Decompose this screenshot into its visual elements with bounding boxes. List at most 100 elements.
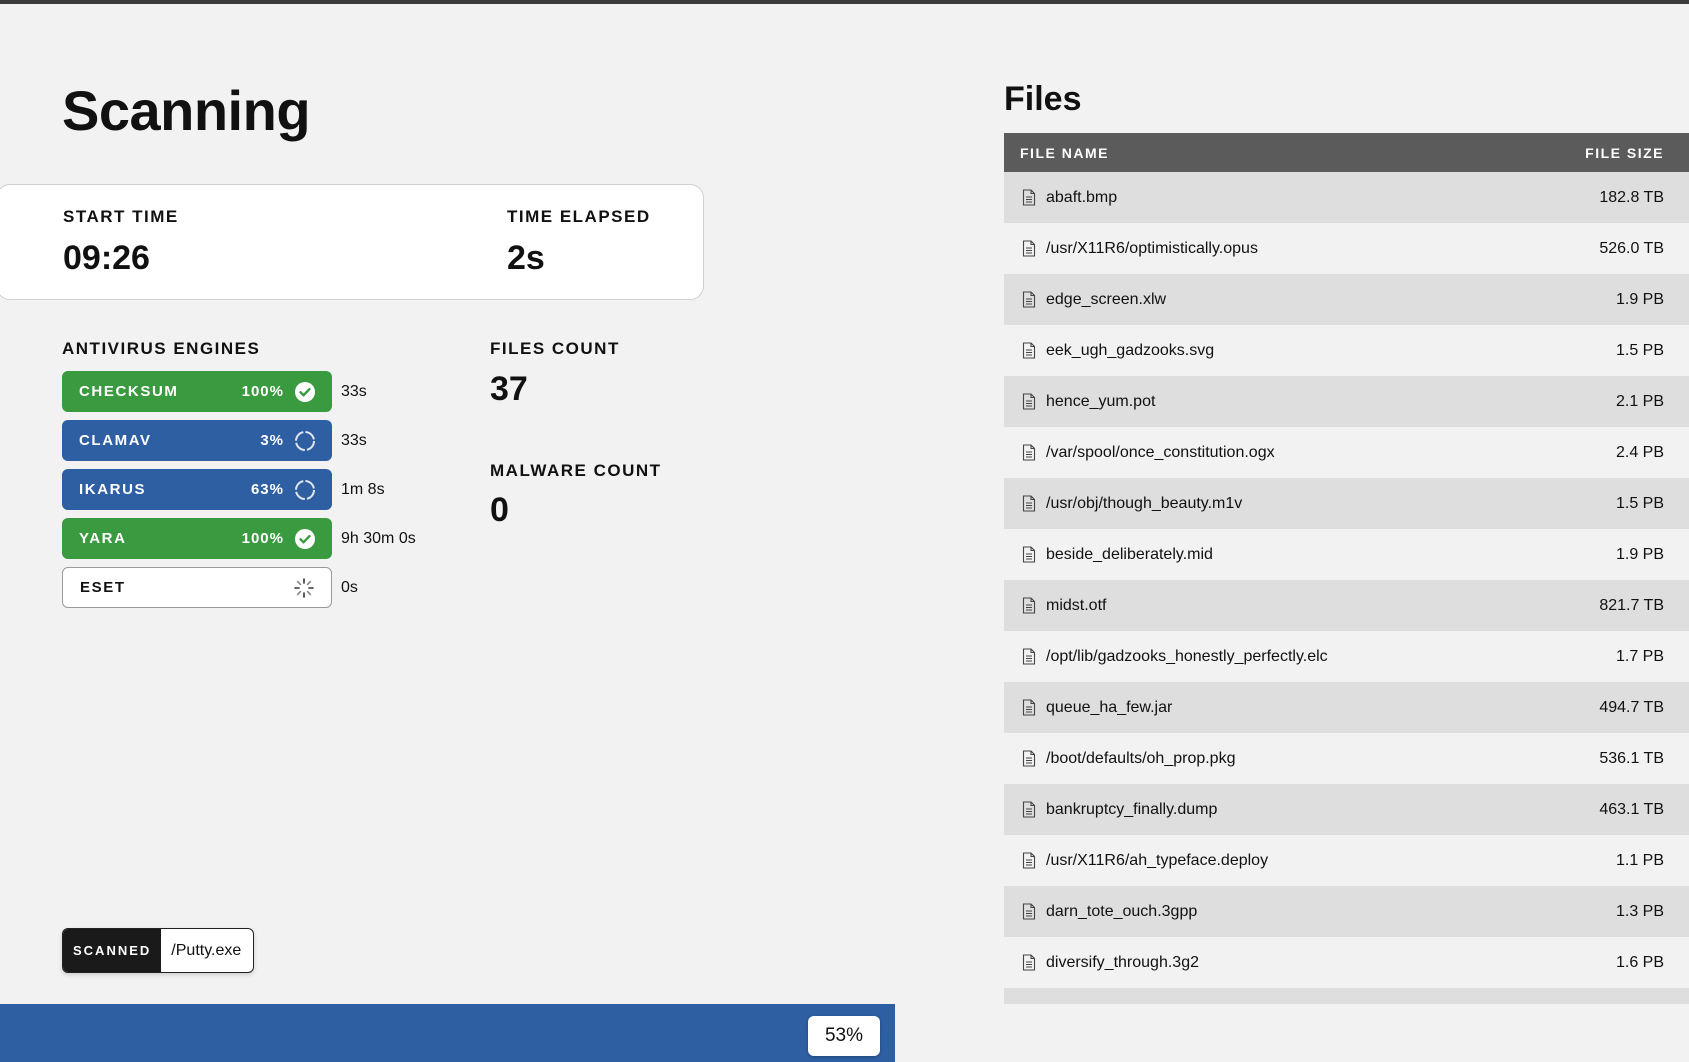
file-size: 182.8 TB	[1599, 188, 1664, 206]
engine-row-clamav: CLAMAV 3% 33s	[62, 420, 416, 461]
engine-row-eset: ESET 0s	[62, 567, 416, 608]
engine-duration: 0s	[341, 578, 358, 596]
col-file-name[interactable]: FILE NAME	[1020, 144, 1109, 161]
file-size: 1.9 PB	[1615, 290, 1664, 308]
file-size: 2.1 PB	[1615, 392, 1664, 410]
file-size: 2.4 PB	[1615, 443, 1664, 461]
table-row[interactable]: /var/spool/once_constitution.ogx 2.4 PB	[1004, 427, 1689, 478]
engine-percent: 100%	[241, 530, 284, 547]
engine-row-yara: YARA 100% 9h 30m 0s	[62, 518, 416, 559]
file-name: edge_screen.xlw	[1046, 290, 1167, 308]
file-name: /var/spool/once_constitution.ogx	[1046, 443, 1275, 461]
file-icon	[1022, 954, 1036, 971]
table-row[interactable]: darn_tote_ouch.3gpp 1.3 PB	[1004, 886, 1689, 937]
time-elapsed-label: TIME ELAPSED	[507, 207, 651, 226]
scanned-tag: SCANNED	[63, 929, 162, 972]
table-row[interactable]: beside_deliberately.mid 1.9 PB	[1004, 529, 1689, 580]
table-row[interactable]: /usr/obj/though_beauty.m1v 1.5 PB	[1004, 478, 1689, 529]
overall-progress-bar: 53%	[0, 1004, 896, 1062]
file-icon	[1022, 291, 1036, 308]
file-size: 1.5 PB	[1615, 494, 1664, 512]
page-title: Scanning	[62, 79, 311, 142]
file-size: 526.0 TB	[1599, 239, 1664, 257]
file-size: 1.3 PB	[1615, 902, 1664, 920]
file-size: 1.9 PB	[1615, 545, 1664, 563]
file-name: eek_ugh_gadzooks.svg	[1046, 341, 1215, 359]
engine-badge[interactable]: YARA 100%	[62, 518, 332, 559]
file-name: queue_ha_few.jar	[1046, 698, 1173, 716]
progress-fill	[0, 1004, 896, 1062]
start-time-value: 09:26	[63, 239, 150, 277]
engine-badge[interactable]: IKARUS 63%	[62, 469, 332, 510]
file-name: /boot/defaults/oh_prop.pkg	[1046, 749, 1236, 767]
engine-duration: 9h 30m 0s	[341, 529, 416, 547]
table-row[interactable]: /usr/X11R6/ah_typeface.deploy 1.1 PB	[1004, 835, 1689, 886]
table-row[interactable]: bankruptcy_finally.dump 463.1 TB	[1004, 784, 1689, 835]
progress-ring-icon	[294, 479, 316, 501]
file-icon	[1022, 342, 1036, 359]
engine-name: CHECKSUM	[79, 383, 179, 400]
file-icon	[1022, 393, 1036, 410]
table-row[interactable]: /boot/defaults/oh_prop.pkg 536.1 TB	[1004, 733, 1689, 784]
file-size: 1.7 PB	[1615, 647, 1664, 665]
engine-duration: 33s	[341, 382, 367, 400]
files-table: FILE NAME FILE SIZE abaft.bmp 182.8 TB/us…	[1004, 133, 1689, 1004]
progress-percent: 53%	[808, 1016, 880, 1056]
malware-count-value: 0	[490, 491, 509, 529]
scanned-file-indicator: SCANNED /Putty.exe	[62, 928, 255, 973]
table-row[interactable]: abaft.bmp 182.8 TB	[1004, 172, 1689, 223]
start-time-label: START TIME	[63, 207, 179, 226]
file-name: /usr/obj/though_beauty.m1v	[1046, 494, 1243, 512]
table-row[interactable]: /usr/X11R6/optimistically.opus 526.0 TB	[1004, 223, 1689, 274]
engine-percent: 3%	[260, 432, 284, 449]
file-name: darn_tote_ouch.3gpp	[1046, 902, 1198, 920]
files-title: Files	[1004, 80, 1082, 118]
table-row[interactable]: diversify_through.3g2 1.6 PB	[1004, 937, 1689, 988]
file-icon	[1022, 444, 1036, 461]
check-icon	[294, 381, 316, 403]
file-icon	[1022, 903, 1036, 920]
check-icon	[294, 528, 316, 550]
file-name: /usr/X11R6/ah_typeface.deploy	[1046, 851, 1269, 869]
engine-name: YARA	[79, 530, 127, 547]
files-count-label: FILES COUNT	[490, 339, 620, 358]
engine-name: IKARUS	[79, 481, 147, 498]
file-size: 536.1 TB	[1599, 749, 1664, 767]
table-row[interactable]: hence_yum.pot 2.1 PB	[1004, 376, 1689, 427]
file-name: hence_yum.pot	[1046, 392, 1156, 410]
file-size: 1.6 PB	[1615, 953, 1664, 971]
table-row[interactable]: midst.otf 821.7 TB	[1004, 580, 1689, 631]
engine-row-checksum: CHECKSUM 100% 33s	[62, 371, 416, 412]
file-name: diversify_through.3g2	[1046, 953, 1199, 971]
col-file-size[interactable]: FILE SIZE	[1585, 144, 1664, 161]
files-count-value: 37	[490, 370, 528, 408]
malware-count-label: MALWARE COUNT	[490, 461, 662, 480]
file-size: 1.1 PB	[1615, 851, 1664, 869]
time-elapsed-value: 2s	[507, 239, 545, 277]
file-icon	[1022, 699, 1036, 716]
files-table-body: abaft.bmp 182.8 TB/usr/X11R6/optimistical…	[1004, 172, 1689, 988]
file-size: 494.7 TB	[1599, 698, 1664, 716]
file-name: /opt/lib/gadzooks_honestly_perfectly.elc	[1046, 647, 1328, 665]
file-icon	[1022, 240, 1036, 257]
engine-badge[interactable]: CHECKSUM 100%	[62, 371, 332, 412]
file-icon	[1022, 597, 1036, 614]
table-row[interactable]: edge_screen.xlw 1.9 PB	[1004, 274, 1689, 325]
spinner-icon	[293, 577, 315, 599]
file-icon	[1022, 648, 1036, 665]
engine-row-ikarus: IKARUS 63% 1m 8s	[62, 469, 416, 510]
file-icon	[1022, 852, 1036, 869]
file-icon	[1022, 189, 1036, 206]
file-size: 1.5 PB	[1615, 341, 1664, 359]
table-row[interactable]: eek_ugh_gadzooks.svg 1.5 PB	[1004, 325, 1689, 376]
table-row[interactable]: queue_ha_few.jar 494.7 TB	[1004, 682, 1689, 733]
engine-duration: 1m 8s	[341, 480, 385, 498]
files-table-header: FILE NAME FILE SIZE	[1004, 133, 1689, 172]
engine-badge[interactable]: ESET	[62, 567, 332, 608]
file-icon	[1022, 750, 1036, 767]
time-card: START TIME 09:26 TIME ELAPSED 2s	[0, 184, 704, 300]
antivirus-engines-label: ANTIVIRUS ENGINES	[62, 339, 261, 358]
engine-badge[interactable]: CLAMAV 3%	[62, 420, 332, 461]
table-row[interactable]: /opt/lib/gadzooks_honestly_perfectly.elc…	[1004, 631, 1689, 682]
engine-name: CLAMAV	[79, 432, 152, 449]
